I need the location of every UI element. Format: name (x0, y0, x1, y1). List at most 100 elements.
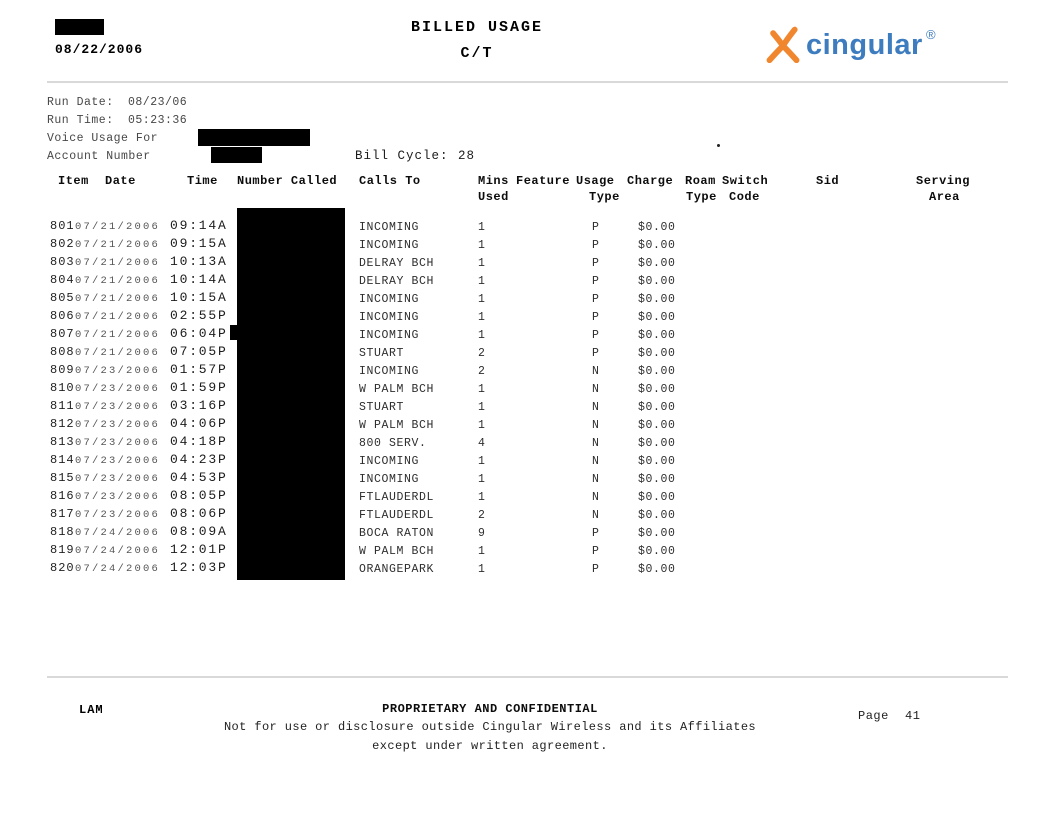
table-row: 807 07/21/2006 06:04P INCOMING 1 P $0.00 (0, 325, 1056, 343)
cell-calls-to: INCOMING (359, 455, 420, 468)
cell-usage-type: P (592, 563, 600, 576)
cell-item: 810 (50, 381, 75, 395)
registered-mark: ® (926, 27, 936, 42)
col-header-area: Area (929, 190, 960, 204)
cell-date: 07/23/2006 (75, 365, 161, 377)
bill-cycle-label: Bill Cycle: (355, 149, 449, 163)
cell-charge: $0.00 (638, 419, 676, 432)
cell-date: 07/24/2006 (75, 545, 161, 557)
table-row: 805 07/21/2006 10:15A INCOMING 1 P $0.00 (0, 289, 1056, 307)
cell-charge: $0.00 (638, 239, 676, 252)
cell-time: 04:53P (170, 470, 228, 485)
cell-time: 07:05P (170, 344, 228, 359)
cell-mins-used: 1 (478, 491, 486, 504)
cell-charge: $0.00 (638, 455, 676, 468)
cell-item: 807 (50, 327, 75, 341)
cell-charge: $0.00 (638, 365, 676, 378)
cell-mins-used: 1 (478, 383, 486, 396)
cell-item: 812 (50, 417, 75, 431)
col-header-used: Used (478, 190, 509, 204)
cell-time: 10:15A (170, 290, 228, 305)
cell-mins-used: 1 (478, 221, 486, 234)
cell-date: 07/24/2006 (75, 527, 161, 539)
cell-usage-type: P (592, 545, 600, 558)
cell-time: 03:16P (170, 398, 228, 413)
cell-time: 09:14A (170, 218, 228, 233)
cell-time: 01:59P (170, 380, 228, 395)
cell-mins-used: 9 (478, 527, 486, 540)
cell-item: 815 (50, 471, 75, 485)
cell-usage-type: P (592, 257, 600, 270)
cell-mins-used: 1 (478, 329, 486, 342)
run-date-value: 08/23/06 (128, 96, 188, 109)
table-row: 811 07/23/2006 03:16P STUART 1 N $0.00 (0, 397, 1056, 415)
cell-item: 809 (50, 363, 75, 377)
cell-date: 07/21/2006 (75, 347, 161, 359)
cingular-jack-icon (766, 26, 800, 63)
cell-time: 10:14A (170, 272, 228, 287)
cell-usage-type: N (592, 455, 600, 468)
print-date: 08/22/2006 (55, 42, 144, 57)
cell-mins-used: 1 (478, 257, 486, 270)
cell-date: 07/21/2006 (75, 293, 161, 305)
stray-print-mark (717, 144, 720, 147)
cell-calls-to: W PALM BCH (359, 419, 435, 432)
cell-date: 07/23/2006 (75, 455, 161, 467)
cell-usage-type: P (592, 347, 600, 360)
cell-item: 805 (50, 291, 75, 305)
cell-charge: $0.00 (638, 257, 676, 270)
cell-usage-type: P (592, 239, 600, 252)
cell-mins-used: 2 (478, 365, 486, 378)
page-number-value: 41 (905, 709, 921, 723)
redaction-box-number-called (237, 208, 345, 580)
cell-usage-type: P (592, 275, 600, 288)
cell-mins-used: 2 (478, 347, 486, 360)
cell-usage-type: P (592, 329, 600, 342)
table-row: 818 07/24/2006 08:09A BOCA RATON 9 P $0.… (0, 523, 1056, 541)
table-row: 810 07/23/2006 01:59P W PALM BCH 1 N $0.… (0, 379, 1056, 397)
cell-item: 813 (50, 435, 75, 449)
table-row: 820 07/24/2006 12:03P ORANGEPARK 1 P $0.… (0, 559, 1056, 577)
cell-calls-to: STUART (359, 401, 405, 414)
cell-charge: $0.00 (638, 491, 676, 504)
redaction-box-header (55, 19, 104, 35)
cell-date: 07/21/2006 (75, 311, 161, 323)
cell-mins-used: 1 (478, 455, 486, 468)
cell-calls-to: DELRAY BCH (359, 275, 435, 288)
cell-charge: $0.00 (638, 401, 676, 414)
cell-date: 07/21/2006 (75, 329, 161, 341)
cell-item: 804 (50, 273, 75, 287)
col-header-switch: Switch (722, 174, 769, 188)
cell-usage-type: N (592, 383, 600, 396)
cell-calls-to: INCOMING (359, 329, 420, 342)
cell-time: 02:55P (170, 308, 228, 323)
cell-charge: $0.00 (638, 545, 676, 558)
col-header-item: Item (58, 174, 89, 188)
cell-date: 07/21/2006 (75, 221, 161, 233)
cell-item: 806 (50, 309, 75, 323)
table-row: 801 07/21/2006 09:14A INCOMING 1 P $0.00 (0, 217, 1056, 235)
table-row: 809 07/23/2006 01:57P INCOMING 2 N $0.00 (0, 361, 1056, 379)
cell-mins-used: 1 (478, 419, 486, 432)
cell-item: 814 (50, 453, 75, 467)
confidential-line2: except under written agreement. (372, 739, 608, 753)
run-time-value: 05:23:36 (128, 114, 188, 127)
cell-date: 07/24/2006 (75, 563, 161, 575)
cell-calls-to: STUART (359, 347, 405, 360)
cell-calls-to: INCOMING (359, 293, 420, 306)
cell-usage-type: P (592, 293, 600, 306)
cell-charge: $0.00 (638, 437, 676, 450)
cell-charge: $0.00 (638, 509, 676, 522)
cell-calls-to: INCOMING (359, 239, 420, 252)
run-date-label: Run Date: (47, 96, 114, 109)
cell-date: 07/21/2006 (75, 257, 161, 269)
cell-calls-to: INCOMING (359, 473, 420, 486)
cell-charge: $0.00 (638, 383, 676, 396)
cell-calls-to: ORANGEPARK (359, 563, 435, 576)
col-header-number-called: Number Called (237, 174, 338, 188)
col-header-charge: Charge (627, 174, 674, 188)
cell-usage-type: N (592, 419, 600, 432)
table-row: 815 07/23/2006 04:53P INCOMING 1 N $0.00 (0, 469, 1056, 487)
cell-calls-to: BOCA RATON (359, 527, 435, 540)
cell-item: 817 (50, 507, 75, 521)
